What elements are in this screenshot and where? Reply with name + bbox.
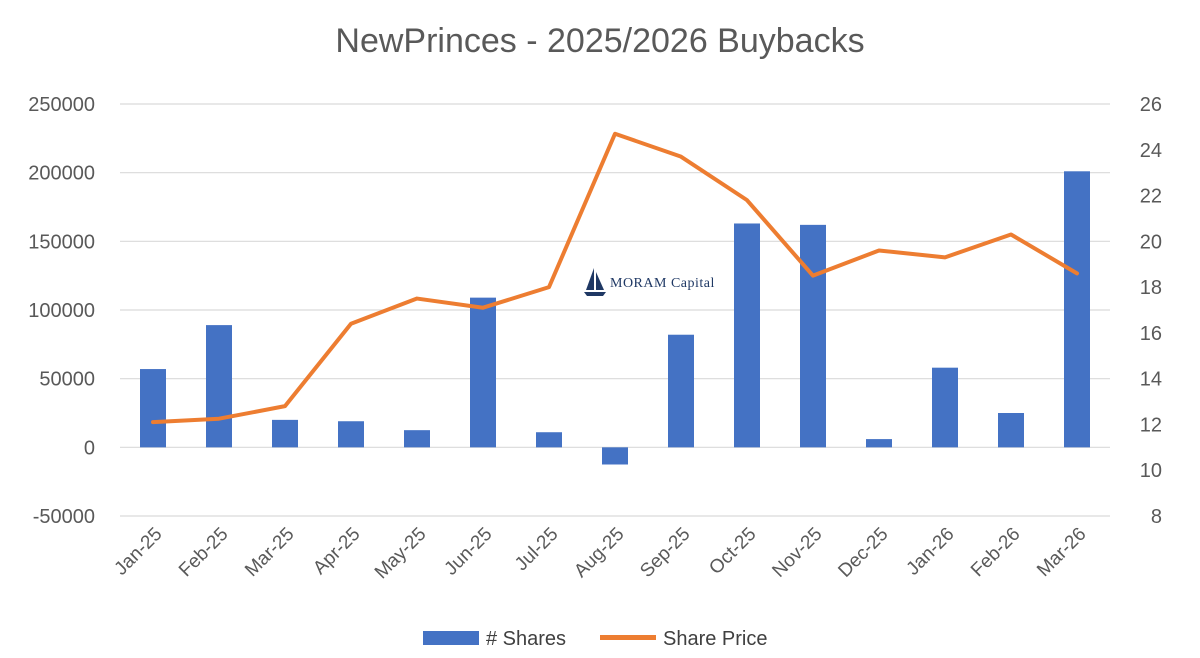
sailboat-icon	[584, 268, 606, 296]
right-tick-label: 20	[1140, 231, 1162, 253]
left-tick-label: 150000	[28, 231, 95, 253]
legend-swatch-share-price	[600, 635, 656, 640]
right-tick-label: 16	[1140, 323, 1162, 345]
x-tick-label: Nov-25	[768, 524, 826, 582]
bar-shares	[206, 325, 232, 448]
right-tick-label: 14	[1140, 369, 1162, 391]
x-tick-label: Mar-26	[1033, 524, 1090, 581]
right-axis-ticks: 26 24 22 20 18 16 14 12 10 8	[1140, 94, 1162, 528]
bar-shares	[404, 430, 430, 448]
legend-swatch-shares	[423, 631, 479, 645]
x-tick-label: Dec-25	[834, 524, 892, 582]
bar-shares	[272, 419, 298, 448]
left-tick-label: 200000	[28, 163, 95, 185]
legend: # Shares Share Price	[423, 628, 768, 650]
x-tick-label: May-25	[371, 524, 431, 584]
bar-shares	[602, 447, 628, 465]
bar-shares	[932, 367, 958, 448]
right-tick-label: 10	[1140, 460, 1162, 482]
bar-shares	[800, 224, 826, 448]
x-axis-ticks: Jan-25 Feb-25 Mar-25 Apr-25 May-25 Jun-25 Jul-…	[111, 524, 1091, 584]
x-tick-label: Jun-25	[441, 524, 497, 580]
x-tick-label: Jan-25	[111, 524, 167, 580]
left-axis-ticks: 250000 200000 150000 100000 50000 0 -50000	[28, 94, 95, 528]
bar-shares	[734, 223, 760, 448]
x-tick-label: Aug-25	[570, 524, 628, 582]
left-tick-label: 50000	[39, 369, 95, 391]
right-tick-label: 18	[1140, 277, 1162, 299]
left-tick-label: 100000	[28, 300, 95, 322]
x-tick-label: Mar-25	[241, 524, 298, 581]
x-tick-label: Jan-26	[903, 524, 959, 580]
x-tick-label: Apr-25	[309, 524, 364, 579]
right-tick-label: 24	[1140, 140, 1162, 162]
x-tick-label: Oct-25	[705, 524, 760, 579]
left-tick-label: 250000	[28, 94, 95, 116]
bar-shares	[1064, 171, 1090, 448]
x-tick-label: Sep-25	[636, 524, 694, 582]
line-share-price	[151, 131, 1079, 425]
bars-shares	[140, 171, 1090, 465]
right-tick-label: 12	[1140, 414, 1162, 436]
chart-title: NewPrinces - 2025/2026 Buybacks	[335, 22, 865, 60]
bar-shares	[140, 369, 166, 448]
bar-shares	[536, 432, 562, 448]
right-tick-label: 8	[1151, 506, 1162, 528]
bar-shares	[668, 334, 694, 448]
right-tick-label: 22	[1140, 186, 1162, 208]
left-tick-label: -50000	[33, 506, 95, 528]
x-tick-label: Feb-25	[175, 524, 232, 581]
left-tick-label: 0	[84, 437, 95, 459]
bar-shares	[866, 439, 892, 448]
x-tick-label: Jul-25	[511, 524, 562, 575]
watermark-logo: MORAM Capital	[584, 268, 715, 296]
right-tick-label: 26	[1140, 94, 1162, 116]
watermark-text: MORAM Capital	[610, 276, 715, 291]
bar-shares	[470, 297, 496, 448]
bar-shares	[338, 421, 364, 448]
legend-label-shares: # Shares	[486, 628, 566, 650]
legend-label-share-price: Share Price	[663, 628, 768, 650]
bar-shares	[998, 413, 1024, 448]
x-tick-label: Feb-26	[967, 524, 1024, 581]
